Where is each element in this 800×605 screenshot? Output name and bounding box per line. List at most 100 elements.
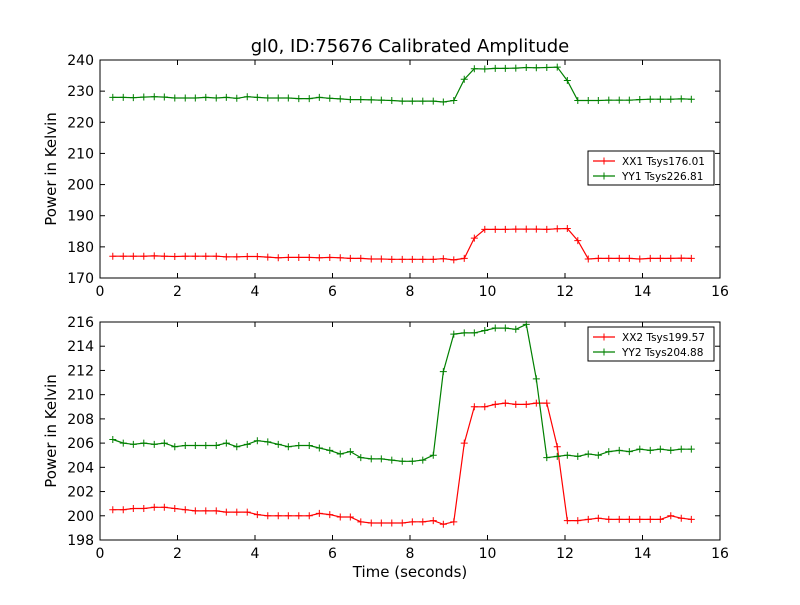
x-tick-label-1-1: 2 xyxy=(173,546,182,562)
data-point-1-0-11 xyxy=(222,508,230,516)
data-point-0-1-49 xyxy=(615,96,623,104)
data-point-0-0-1 xyxy=(119,252,127,260)
y-tick-label-1-1: 200 xyxy=(67,509,94,525)
data-point-1-0-28 xyxy=(398,519,406,527)
data-point-0-0-44 xyxy=(563,224,571,232)
y-tick-label-0-7: 240 xyxy=(67,53,94,69)
data-point-0-1-6 xyxy=(171,94,179,102)
data-point-0-1-46 xyxy=(584,96,592,104)
data-point-1-0-52 xyxy=(646,515,654,523)
data-point-1-1-35 xyxy=(470,329,478,337)
data-point-0-0-53 xyxy=(656,254,664,262)
x-tick-label-0-2: 4 xyxy=(251,284,260,300)
data-point-0-0-3 xyxy=(140,252,148,260)
data-point-1-0-3 xyxy=(140,505,148,513)
data-point-1-0-15 xyxy=(264,512,272,520)
data-point-1-1-30 xyxy=(419,456,427,464)
y-tick-label-1-2: 202 xyxy=(67,485,94,501)
data-point-0-1-23 xyxy=(346,96,354,104)
data-point-0-1-13 xyxy=(243,93,251,101)
data-point-1-0-24 xyxy=(357,518,365,526)
data-point-0-0-35 xyxy=(470,234,478,242)
legend-marker-1-1 xyxy=(600,348,608,356)
data-point-0-1-36 xyxy=(481,65,489,73)
legend-marker-0-0 xyxy=(600,157,608,165)
data-point-0-0-5 xyxy=(160,252,168,260)
y-tick-label-0-5: 220 xyxy=(67,115,94,131)
data-point-1-0-38 xyxy=(501,399,509,407)
data-point-0-1-39 xyxy=(512,64,520,72)
data-point-1-0-53 xyxy=(656,515,664,523)
data-point-1-1-22 xyxy=(336,450,344,458)
data-point-0-0-26 xyxy=(377,255,385,263)
data-point-0-1-32 xyxy=(439,98,447,106)
data-point-1-1-31 xyxy=(429,451,437,459)
data-point-1-0-50 xyxy=(625,515,633,523)
data-point-0-0-50 xyxy=(625,254,633,262)
data-point-0-0-22 xyxy=(336,254,344,262)
data-point-1-0-43 xyxy=(553,443,561,451)
data-point-1-0-33 xyxy=(450,518,458,526)
data-point-0-0-51 xyxy=(636,255,644,263)
data-point-0-1-27 xyxy=(388,96,396,104)
data-point-1-1-14 xyxy=(253,437,261,445)
data-point-0-1-16 xyxy=(274,94,282,102)
data-point-0-1-15 xyxy=(264,94,272,102)
data-point-1-0-10 xyxy=(212,507,220,515)
data-point-1-0-48 xyxy=(605,515,613,523)
data-point-0-0-37 xyxy=(491,225,499,233)
data-point-1-0-41 xyxy=(532,399,540,407)
data-point-0-0-25 xyxy=(367,255,375,263)
data-point-1-1-8 xyxy=(191,442,199,450)
data-point-0-0-28 xyxy=(398,255,406,263)
data-point-1-1-24 xyxy=(357,454,365,462)
data-point-0-1-45 xyxy=(574,96,582,104)
data-point-0-0-4 xyxy=(150,252,158,260)
y-tick-label-1-7: 212 xyxy=(67,363,94,379)
data-point-0-0-36 xyxy=(481,225,489,233)
data-point-0-1-4 xyxy=(150,93,158,101)
data-point-1-0-12 xyxy=(233,508,241,516)
legend-label-1-1: YY2 Tsys204.88 xyxy=(621,347,703,359)
data-point-1-1-19 xyxy=(305,442,313,450)
data-point-1-1-39 xyxy=(512,325,520,333)
data-point-0-0-34 xyxy=(460,254,468,262)
data-point-0-0-9 xyxy=(202,252,210,260)
data-point-0-0-49 xyxy=(615,254,623,262)
data-point-1-1-18 xyxy=(295,442,303,450)
data-point-1-1-45 xyxy=(574,452,582,460)
data-point-1-1-6 xyxy=(171,443,179,451)
data-point-1-1-10 xyxy=(212,442,220,450)
legend-marker-0-1 xyxy=(600,172,608,180)
data-point-0-1-10 xyxy=(212,94,220,102)
data-point-0-0-15 xyxy=(264,253,272,261)
x-tick-label-0-1: 2 xyxy=(173,284,182,300)
data-point-1-1-2 xyxy=(129,440,137,448)
data-point-0-0-11 xyxy=(222,253,230,261)
data-point-0-1-19 xyxy=(305,95,313,103)
x-tick-label-1-5: 10 xyxy=(479,546,497,562)
data-point-0-1-9 xyxy=(202,93,210,101)
data-point-1-1-55 xyxy=(677,445,685,453)
y-tick-label-0-4: 210 xyxy=(67,146,94,162)
data-point-0-0-13 xyxy=(243,253,251,261)
data-point-1-0-44 xyxy=(563,517,571,525)
data-point-1-0-39 xyxy=(512,400,520,408)
data-point-0-0-10 xyxy=(212,252,220,260)
data-point-1-0-56 xyxy=(687,515,695,523)
data-point-1-1-43 xyxy=(553,452,561,460)
data-point-0-0-46 xyxy=(584,255,592,263)
data-point-1-1-26 xyxy=(377,455,385,463)
data-point-1-0-20 xyxy=(315,509,323,517)
data-point-1-0-21 xyxy=(326,511,334,519)
x-tick-label-0-7: 14 xyxy=(634,284,652,300)
data-point-1-0-23 xyxy=(346,513,354,521)
data-point-1-1-38 xyxy=(501,324,509,332)
data-point-0-1-37 xyxy=(491,64,499,72)
data-point-0-0-18 xyxy=(295,253,303,261)
data-point-0-0-7 xyxy=(181,252,189,260)
data-point-0-1-28 xyxy=(398,97,406,105)
data-point-0-1-7 xyxy=(181,94,189,102)
data-point-1-1-47 xyxy=(594,451,602,459)
data-point-0-1-14 xyxy=(253,93,261,101)
